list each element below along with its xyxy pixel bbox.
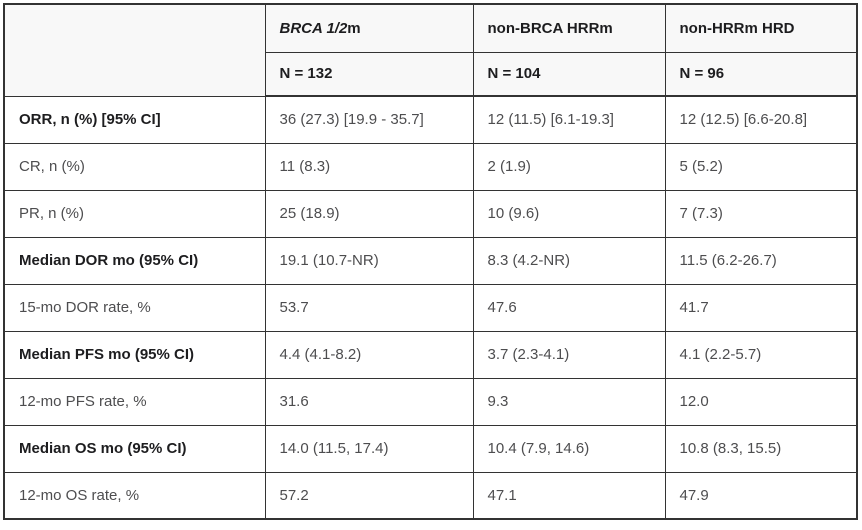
data-cell: 31.6 xyxy=(264,377,474,426)
row-label: Median DOR mo (95% CI) xyxy=(3,236,266,285)
data-cell: 10.8 (8.3, 15.5) xyxy=(664,424,858,473)
brca-italic-text: BRCA 1/2 xyxy=(279,19,348,37)
n-count-non-brca-hrrm: N = 104 xyxy=(472,51,666,97)
row-label: 15-mo DOR rate, % xyxy=(3,283,266,332)
corner-cell xyxy=(3,3,266,97)
table-row-pr: PR, n (%) 25 (18.9) 10 (9.6) 7 (7.3) xyxy=(3,189,858,238)
data-cell: 4.4 (4.1-8.2) xyxy=(264,330,474,379)
row-label: Median OS mo (95% CI) xyxy=(3,424,266,473)
header-row-groups: BRCA 1/2m non-BRCA HRRm non-HRRm HRD xyxy=(3,3,858,97)
row-label: ORR, n (%) [95% CI] xyxy=(3,95,266,144)
data-cell: 8.3 (4.2-NR) xyxy=(472,236,666,285)
data-cell: 47.6 xyxy=(472,283,666,332)
row-label: PR, n (%) xyxy=(3,189,266,238)
data-cell: 12 (11.5) [6.1-19.3] xyxy=(472,95,666,144)
data-cell: 7 (7.3) xyxy=(664,189,858,238)
data-cell: 41.7 xyxy=(664,283,858,332)
data-cell: 11.5 (6.2-26.7) xyxy=(664,236,858,285)
results-table: BRCA 1/2m non-BRCA HRRm non-HRRm HRD N =… xyxy=(3,3,858,520)
data-cell: 36 (27.3) [19.9 - 35.7] xyxy=(264,95,474,144)
table-row-median-os: Median OS mo (95% CI) 14.0 (11.5, 17.4) … xyxy=(3,424,858,473)
row-label: CR, n (%) xyxy=(3,142,266,191)
n-count-brca: N = 132 xyxy=(264,51,474,97)
table-row-orr: ORR, n (%) [95% CI] 36 (27.3) [19.9 - 35… xyxy=(3,95,858,144)
data-cell: 12.0 xyxy=(664,377,858,426)
column-header-non-brca-hrrm: non-BRCA HRRm xyxy=(472,3,666,53)
table-row-median-dor: Median DOR mo (95% CI) 19.1 (10.7-NR) 8.… xyxy=(3,236,858,285)
table-row-cr: CR, n (%) 11 (8.3) 2 (1.9) 5 (5.2) xyxy=(3,142,858,191)
table-row-dor-rate: 15-mo DOR rate, % 53.7 47.6 41.7 xyxy=(3,283,858,332)
data-cell: 2 (1.9) xyxy=(472,142,666,191)
data-cell: 47.9 xyxy=(664,471,858,520)
table-row-median-pfs: Median PFS mo (95% CI) 4.4 (4.1-8.2) 3.7… xyxy=(3,330,858,379)
row-label: 12-mo OS rate, % xyxy=(3,471,266,520)
data-cell: 57.2 xyxy=(264,471,474,520)
row-label: 12-mo PFS rate, % xyxy=(3,377,266,426)
brca-mutation-suffix: m xyxy=(347,19,361,37)
data-cell: 10 (9.6) xyxy=(472,189,666,238)
data-cell: 4.1 (2.2-5.7) xyxy=(664,330,858,379)
data-cell: 19.1 (10.7-NR) xyxy=(264,236,474,285)
table-row-pfs-rate: 12-mo PFS rate, % 31.6 9.3 12.0 xyxy=(3,377,858,426)
data-cell: 12 (12.5) [6.6-20.8] xyxy=(664,95,858,144)
data-cell: 9.3 xyxy=(472,377,666,426)
data-cell: 10.4 (7.9, 14.6) xyxy=(472,424,666,473)
data-cell: 3.7 (2.3-4.1) xyxy=(472,330,666,379)
column-header-brca: BRCA 1/2m xyxy=(264,3,474,53)
column-header-non-hrrm-hrd: non-HRRm HRD xyxy=(664,3,858,53)
table-row-os-rate: 12-mo OS rate, % 57.2 47.1 47.9 xyxy=(3,471,858,520)
data-cell: 5 (5.2) xyxy=(664,142,858,191)
data-cell: 25 (18.9) xyxy=(264,189,474,238)
data-cell: 53.7 xyxy=(264,283,474,332)
data-cell: 11 (8.3) xyxy=(264,142,474,191)
n-count-non-hrrm-hrd: N = 96 xyxy=(664,51,858,97)
header-row-n: N = 132 N = 104 N = 96 xyxy=(4,51,858,97)
data-cell: 14.0 (11.5, 17.4) xyxy=(264,424,474,473)
row-label: Median PFS mo (95% CI) xyxy=(3,330,266,379)
data-cell: 47.1 xyxy=(472,471,666,520)
